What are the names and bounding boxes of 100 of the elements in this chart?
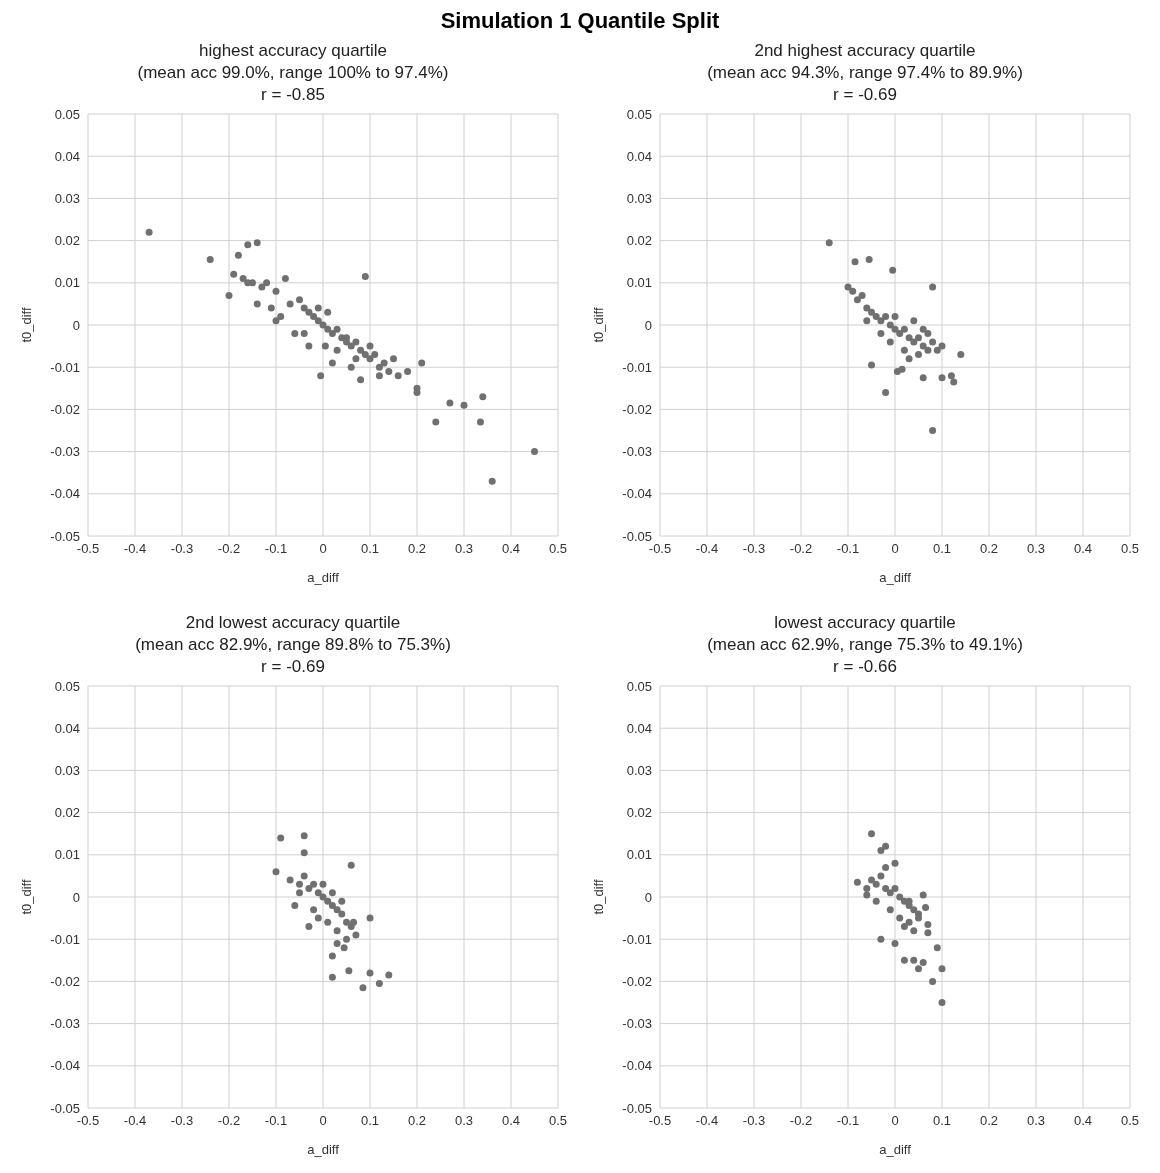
x-tick-label: 0.2 bbox=[979, 1113, 999, 1129]
y-tick-label: -0.05 bbox=[622, 1100, 652, 1116]
x-tick-label: 0.1 bbox=[360, 541, 380, 557]
point bbox=[328, 973, 336, 981]
y-tick-label: 0.04 bbox=[626, 148, 652, 164]
point bbox=[872, 880, 880, 888]
point bbox=[882, 842, 890, 850]
point bbox=[905, 918, 913, 926]
point bbox=[877, 872, 885, 880]
text: r = -0.69 bbox=[260, 656, 326, 678]
x-tick-label: 0.3 bbox=[1026, 1113, 1046, 1129]
x-tick-label: -0.2 bbox=[217, 1113, 241, 1129]
x-tick-label: 0.5 bbox=[548, 1113, 568, 1129]
point bbox=[891, 313, 899, 321]
point bbox=[366, 914, 374, 922]
point bbox=[929, 977, 937, 985]
chart-subtitle: (mean acc 94.3%, range 97.4% to 89.9%) bbox=[706, 62, 1024, 84]
point bbox=[333, 906, 341, 914]
y-tick-label: 0.05 bbox=[626, 106, 652, 122]
point bbox=[891, 325, 899, 333]
y-tick-label: -0.04 bbox=[50, 1058, 80, 1074]
x-tick-label: -0.1 bbox=[836, 1113, 860, 1129]
y-tick-label: -0.03 bbox=[622, 1016, 652, 1032]
point bbox=[858, 291, 866, 299]
point bbox=[324, 918, 332, 926]
y-tick-label: 0.05 bbox=[54, 106, 80, 122]
y-tick-label: -0.02 bbox=[622, 402, 652, 418]
x-axis-title: a_diff bbox=[307, 570, 340, 585]
y-axis-title: t0_diff bbox=[590, 307, 606, 343]
point bbox=[863, 885, 871, 893]
point bbox=[872, 897, 880, 905]
point bbox=[296, 880, 303, 888]
x-tick-label: 0.1 bbox=[360, 1113, 380, 1129]
y-tick-label: -0.04 bbox=[50, 486, 80, 502]
y-tick-label: -0.01 bbox=[50, 359, 80, 375]
point bbox=[851, 258, 859, 266]
x-tick-label: 0.2 bbox=[407, 1113, 427, 1129]
point bbox=[886, 321, 894, 329]
x-tick-label: 0.1 bbox=[932, 1113, 952, 1129]
y-tick-label: 0.01 bbox=[54, 275, 80, 291]
point bbox=[863, 891, 871, 899]
y-tick-label: 0.05 bbox=[626, 678, 652, 694]
point bbox=[366, 969, 374, 977]
point bbox=[938, 999, 946, 1006]
point bbox=[933, 944, 941, 952]
point bbox=[882, 389, 890, 397]
point bbox=[863, 317, 871, 325]
point bbox=[877, 317, 885, 325]
point bbox=[922, 904, 930, 912]
y-tick-label: 0.01 bbox=[54, 847, 80, 863]
point bbox=[886, 338, 894, 346]
point bbox=[347, 861, 355, 869]
x-tick-label: -0.3 bbox=[170, 1113, 194, 1129]
x-tick-label: 0.3 bbox=[454, 1113, 474, 1129]
x-tick-label: -0.5 bbox=[648, 1113, 672, 1129]
point bbox=[877, 935, 885, 943]
y-tick-label: -0.02 bbox=[50, 402, 80, 418]
x-tick-label: 0.4 bbox=[1073, 1113, 1093, 1129]
x-tick-label: -0.1 bbox=[264, 1113, 288, 1129]
point bbox=[877, 847, 885, 855]
x-tick-label: -0.4 bbox=[123, 1113, 147, 1129]
point bbox=[343, 935, 350, 943]
point bbox=[333, 927, 341, 935]
point bbox=[919, 958, 927, 966]
x-axis-title: a_diff bbox=[879, 1142, 912, 1157]
point bbox=[910, 338, 918, 346]
point bbox=[910, 906, 918, 914]
x-tick-label: -0.3 bbox=[170, 541, 194, 557]
text: r = -0.66 bbox=[832, 656, 898, 678]
point bbox=[872, 313, 880, 321]
point bbox=[947, 372, 955, 380]
x-axis-title: a_diff bbox=[879, 570, 912, 585]
y-tick-label: -0.02 bbox=[622, 974, 652, 990]
x-tick-label: 0.1 bbox=[932, 541, 952, 557]
point bbox=[950, 378, 958, 386]
point bbox=[891, 885, 899, 893]
x-tick-label: 0 bbox=[891, 541, 899, 557]
point bbox=[910, 927, 918, 935]
point bbox=[328, 901, 336, 909]
y-tick-label: 0.04 bbox=[626, 720, 652, 736]
x-tick-label: -0.3 bbox=[742, 541, 766, 557]
chart-subtitle: (mean acc 99.0%, range 100% to 97.4%) bbox=[136, 62, 450, 84]
text: Simulation 1 Quantile Split bbox=[439, 8, 721, 34]
y-axis-title: t0_diff bbox=[590, 879, 606, 915]
y-tick-label: -0.03 bbox=[50, 444, 80, 460]
x-tick-label: 0.3 bbox=[454, 541, 474, 557]
y-tick-label: -0.05 bbox=[622, 528, 652, 544]
y-tick-label: -0.03 bbox=[622, 444, 652, 460]
point bbox=[905, 355, 913, 363]
x-tick-label: 0 bbox=[319, 541, 327, 557]
point bbox=[277, 834, 285, 842]
point bbox=[340, 944, 348, 952]
point bbox=[889, 266, 897, 274]
x-tick-label: -0.5 bbox=[76, 1113, 100, 1129]
point bbox=[896, 914, 904, 922]
point bbox=[314, 914, 322, 922]
point bbox=[352, 931, 360, 939]
point bbox=[305, 923, 313, 931]
x-tick-label: 0.2 bbox=[979, 541, 999, 557]
point bbox=[291, 901, 299, 909]
